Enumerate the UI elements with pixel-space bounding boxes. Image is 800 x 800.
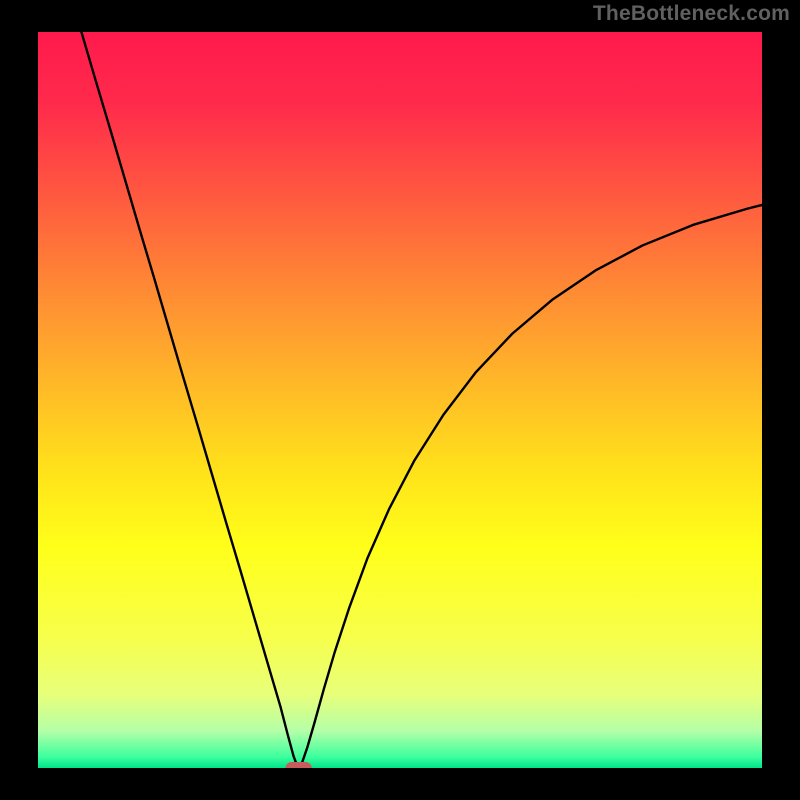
- chart-stage: { "meta": { "watermark_text": "TheBottle…: [0, 0, 800, 800]
- plot-background: [38, 32, 762, 768]
- watermark-text: TheBottleneck.com: [593, 2, 790, 26]
- optimum-marker: [286, 762, 311, 773]
- bottleneck-chart: [0, 0, 800, 800]
